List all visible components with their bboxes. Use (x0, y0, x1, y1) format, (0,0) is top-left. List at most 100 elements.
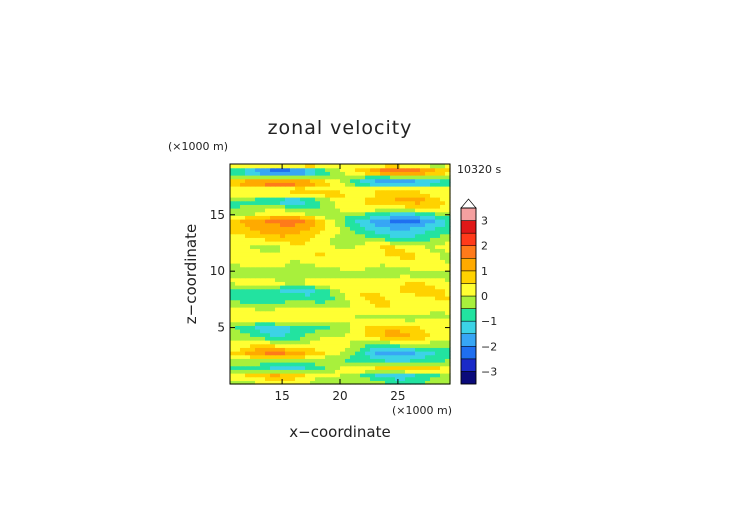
field-cell (295, 358, 301, 363)
field-cell (270, 252, 276, 257)
field-cell (410, 332, 416, 337)
field-cell (285, 241, 291, 246)
field-cell (250, 318, 256, 323)
field-cell (340, 182, 346, 187)
field-cell (280, 285, 286, 290)
field-cell (445, 204, 451, 209)
field-cell (245, 329, 251, 334)
field-cell (275, 354, 281, 359)
field-cell (320, 325, 326, 330)
field-cell (255, 296, 261, 301)
field-cell (385, 263, 391, 268)
field-cell (335, 193, 341, 198)
field-cell (355, 219, 361, 224)
field-cell (320, 171, 326, 176)
field-cell (235, 263, 241, 268)
field-cell (235, 354, 241, 359)
field-cell (245, 343, 251, 348)
field-cell (395, 332, 401, 337)
field-cell (260, 189, 266, 194)
colorbar-segment (460, 320, 477, 334)
field-cell (235, 219, 241, 224)
field-cell (440, 237, 446, 242)
field-cell (390, 307, 396, 312)
field-cell (250, 200, 256, 205)
field-cell (310, 347, 316, 352)
field-cell (230, 200, 236, 205)
field-cell (295, 208, 301, 213)
field-cell (305, 252, 311, 257)
field-cell (330, 237, 336, 242)
field-cell (280, 277, 286, 282)
field-cell (405, 204, 411, 209)
field-cell (410, 296, 416, 301)
field-cell (435, 211, 441, 216)
field-cell (250, 274, 256, 279)
field-cell (370, 310, 376, 315)
field-cell (370, 204, 376, 209)
field-cell (250, 270, 256, 275)
field-cell (370, 219, 376, 224)
field-cell (285, 373, 291, 378)
field-cell (435, 296, 441, 301)
field-cell (415, 321, 421, 326)
field-cell (270, 369, 276, 374)
field-cell (335, 373, 341, 378)
field-cell (410, 230, 416, 235)
field-cell (420, 373, 426, 378)
field-cell (320, 307, 326, 312)
field-cell (325, 281, 331, 286)
field-cell (395, 248, 401, 253)
field-cell (330, 376, 336, 381)
field-cell (285, 255, 291, 260)
field-cell (365, 277, 371, 282)
field-cell (380, 340, 386, 345)
field-cell (365, 292, 371, 297)
field-cell (260, 182, 266, 187)
field-cell (250, 263, 256, 268)
field-cell (410, 369, 416, 374)
field-cell (255, 354, 261, 359)
field-cell (295, 288, 301, 293)
field-cell (365, 252, 371, 257)
field-cell (425, 263, 431, 268)
field-cell (320, 189, 326, 194)
field-cell (440, 215, 446, 220)
field-cell (375, 365, 381, 370)
field-cell (425, 310, 431, 315)
field-cell (405, 230, 411, 235)
field-cell (295, 314, 301, 319)
field-cell (360, 347, 366, 352)
field-cell (305, 208, 311, 213)
field-cell (395, 365, 401, 370)
field-cell (375, 373, 381, 378)
field-cell (240, 336, 246, 341)
field-cell (280, 178, 286, 183)
field-cell (390, 263, 396, 268)
field-cell (380, 321, 386, 326)
field-cell (390, 285, 396, 290)
field-cell (315, 296, 321, 301)
field-cell (265, 303, 271, 308)
field-cell (360, 248, 366, 253)
field-cell (330, 314, 336, 319)
field-cell (290, 186, 296, 191)
field-cell (260, 277, 266, 282)
field-cell (285, 211, 291, 216)
field-cell (430, 358, 436, 363)
field-cell (230, 259, 236, 264)
field-cell (340, 376, 346, 381)
field-cell (425, 219, 431, 224)
field-cell (330, 164, 336, 169)
field-cell (395, 270, 401, 275)
field-cell (325, 347, 331, 352)
field-cell (295, 354, 301, 359)
field-cell (235, 347, 241, 352)
field-cell (300, 354, 306, 359)
field-cell (265, 329, 271, 334)
field-cell (230, 362, 236, 367)
field-cell (365, 362, 371, 367)
field-cell (355, 303, 361, 308)
field-cell (445, 164, 451, 169)
field-cell (315, 318, 321, 323)
